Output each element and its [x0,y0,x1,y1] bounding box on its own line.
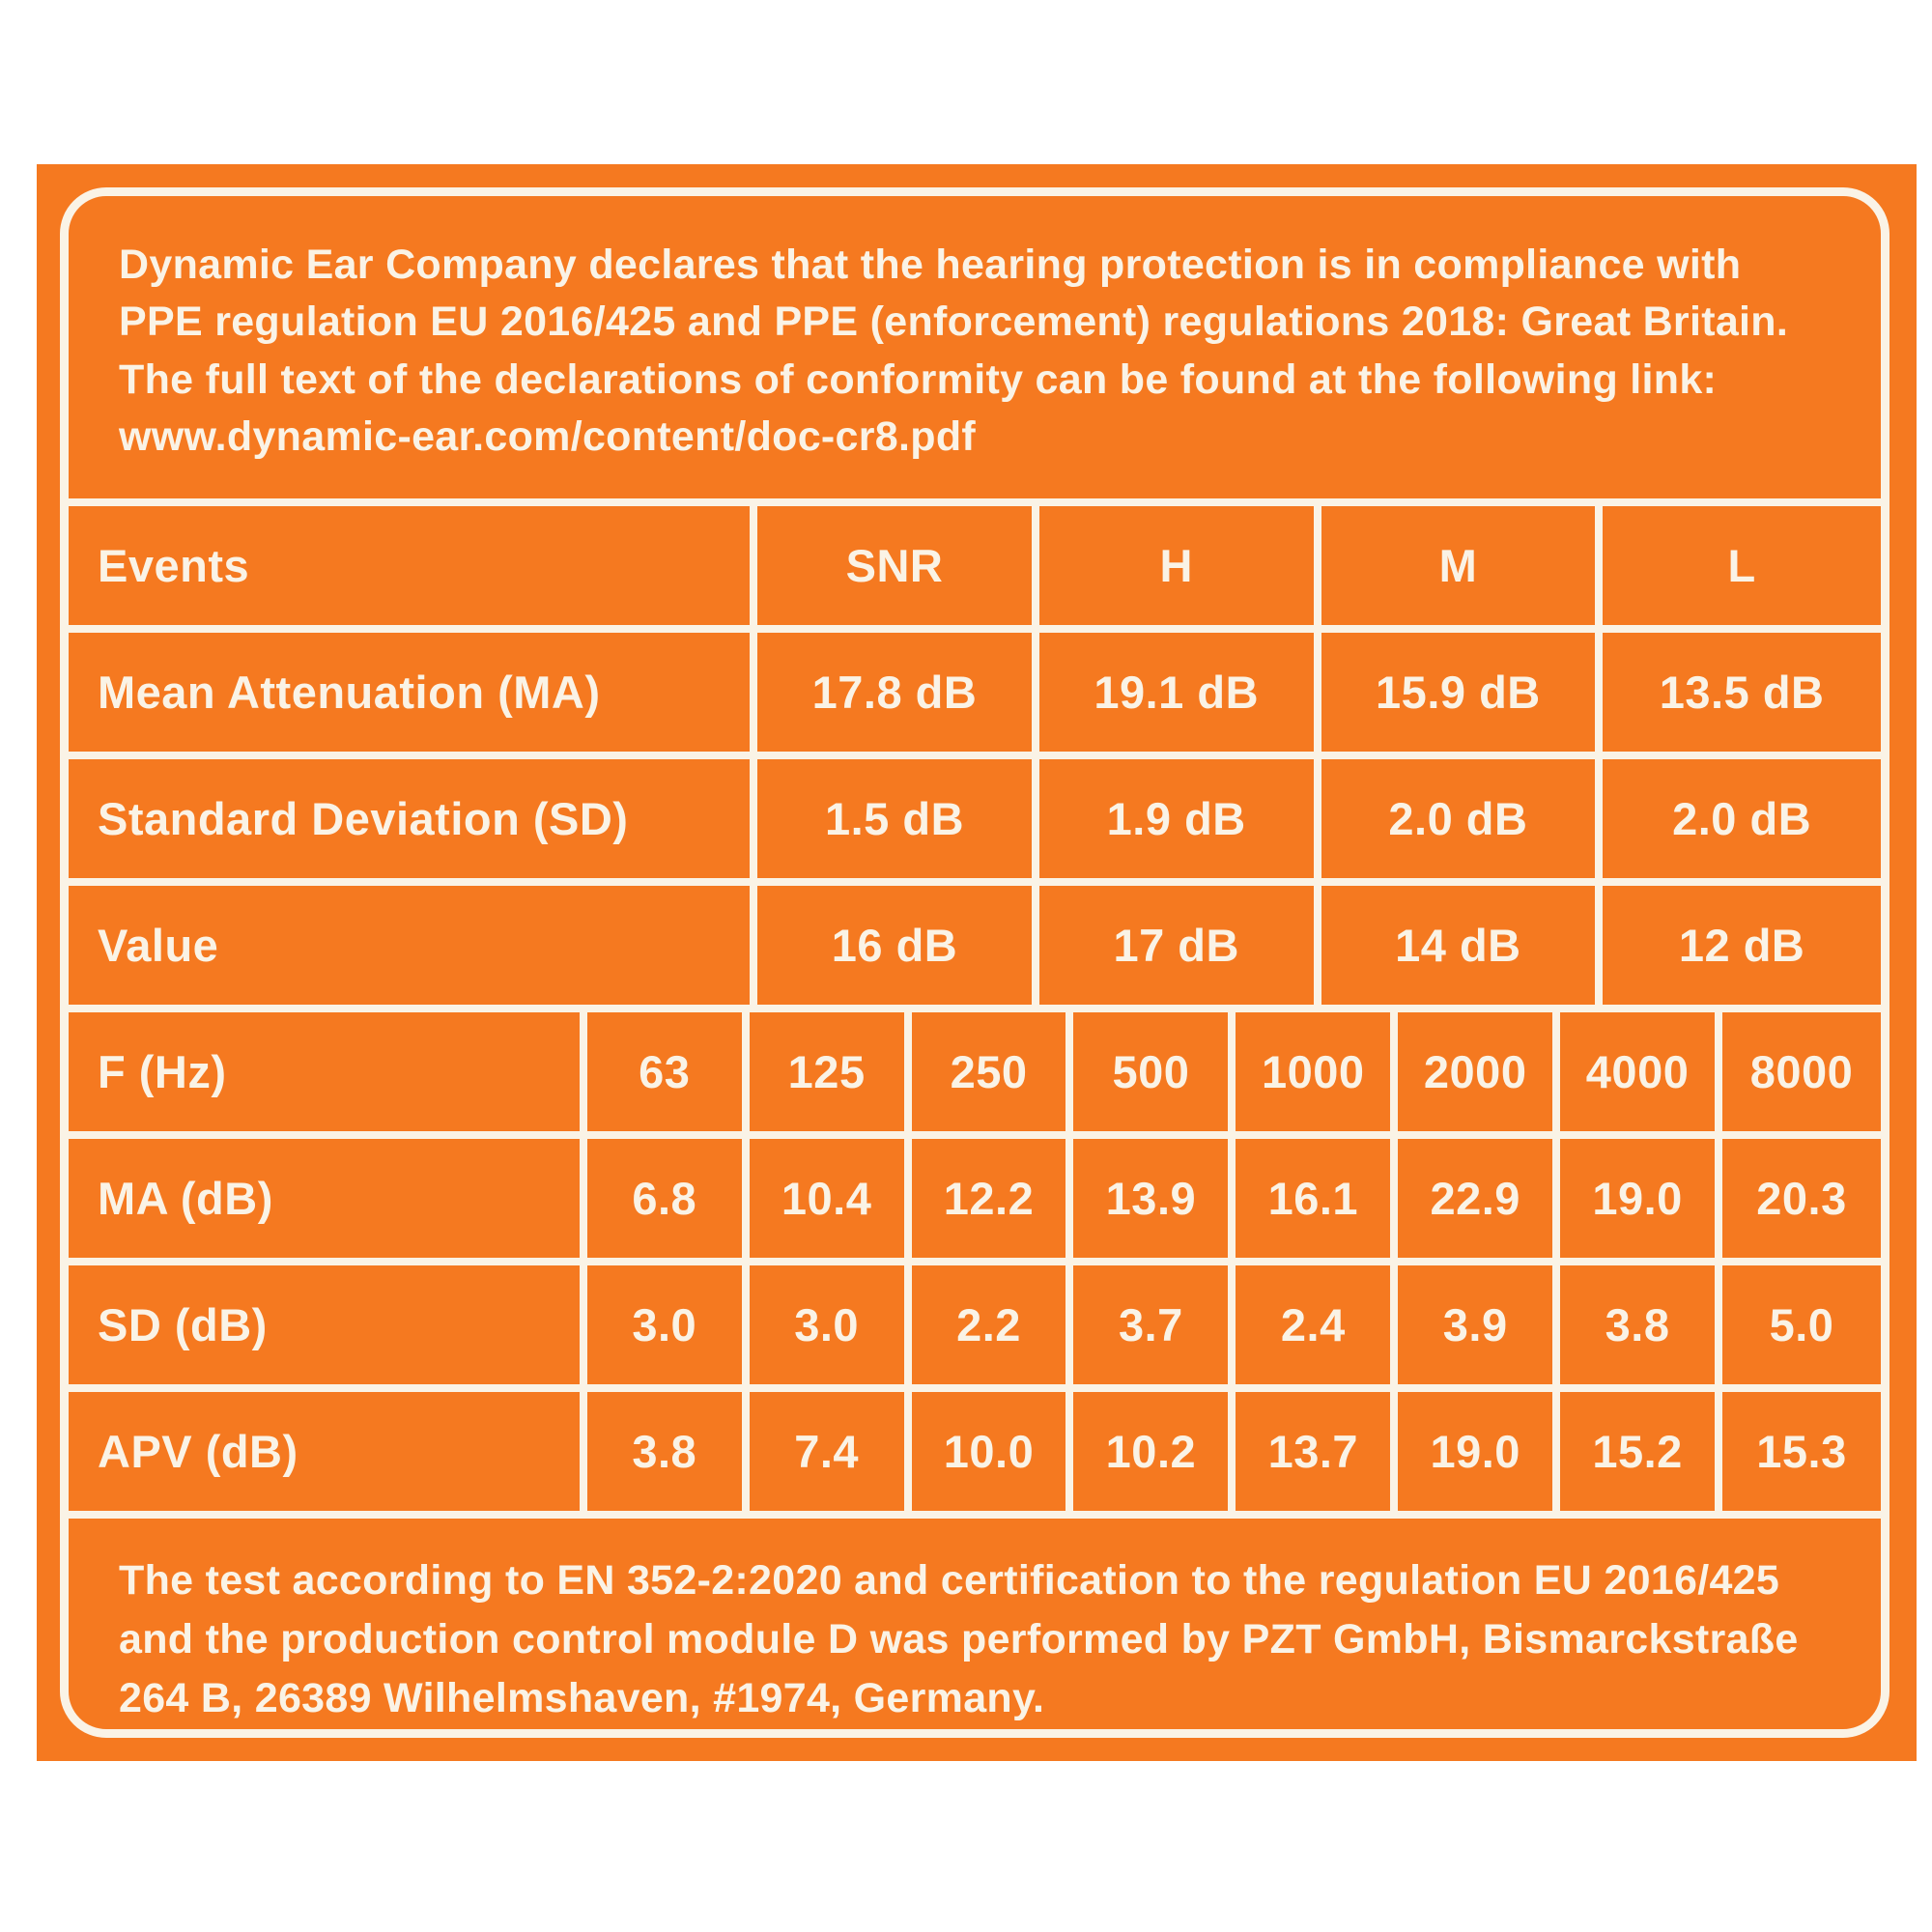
standard-deviation-row: Standard Deviation (SD) 1.5 dB 1.9 dB 2.… [69,752,1881,887]
table-cell: 10.4 [741,1131,912,1266]
table-cell: 15.2 [1552,1384,1723,1520]
frequency-table: F (Hz) 63 125 250 500 1000 2000 4000 800… [69,1005,1881,1520]
events-header-row: Events SNR H M L [69,498,1881,634]
snr-column-header: SNR [750,498,1039,634]
table-cell: 17 dB [1031,878,1321,1013]
events-header-label: Events [69,498,758,634]
table-cell: 1.5 dB [750,752,1039,887]
table-cell: 2.0 dB [1595,752,1881,887]
table-cell: 12 dB [1595,878,1881,1013]
table-cell: 3.9 [1390,1258,1561,1393]
table-cell: 15.3 [1715,1384,1881,1520]
frequency-header-label: F (Hz) [69,1005,587,1140]
table-cell: 3.0 [579,1258,750,1393]
table-cell: 13.7 [1228,1384,1399,1520]
table-cell: 1.9 dB [1031,752,1321,887]
table-cell: 16 dB [750,878,1039,1013]
table-cell: 13.5 dB [1595,625,1881,760]
h-column-header: H [1031,498,1321,634]
m-column-header: M [1313,498,1604,634]
table-cell: 2.4 [1228,1258,1399,1393]
events-table: Events SNR H M L Mean Attenuation (MA) 1… [69,498,1881,1013]
table-cell: 2.0 dB [1313,752,1604,887]
row-label: Value [69,878,758,1013]
table-cell: 10.2 [1065,1384,1236,1520]
table-cell: 3.8 [579,1384,750,1520]
frequency-header-row: F (Hz) 63 125 250 500 1000 2000 4000 800… [69,1005,1881,1140]
declaration-card: Dynamic Ear Company declares that the he… [37,164,1917,1761]
freq-column-header: 2000 [1390,1005,1561,1140]
table-cell: 16.1 [1228,1131,1399,1266]
row-label: Standard Deviation (SD) [69,752,758,887]
table-cell: 10.0 [903,1384,1074,1520]
table-cell: 5.0 [1715,1258,1881,1393]
table-cell: 3.8 [1552,1258,1723,1393]
table-cell: 19.0 [1390,1384,1561,1520]
table-cell: 19.0 [1552,1131,1723,1266]
row-label: MA (dB) [69,1131,587,1266]
table-cell: 15.9 dB [1313,625,1604,760]
row-label: SD (dB) [69,1258,587,1393]
table-cell: 7.4 [741,1384,912,1520]
row-label: Mean Attenuation (MA) [69,625,758,760]
table-cell: 6.8 [579,1131,750,1266]
table-cell: 17.8 dB [750,625,1039,760]
l-column-header: L [1595,498,1881,634]
table-cell: 19.1 dB [1031,625,1321,760]
mean-attenuation-row: Mean Attenuation (MA) 17.8 dB 19.1 dB 15… [69,625,1881,760]
table-cell: 14 dB [1313,878,1604,1013]
table-cell: 22.9 [1390,1131,1561,1266]
ma-db-row: MA (dB) 6.8 10.4 12.2 13.9 16.1 22.9 19.… [69,1131,1881,1266]
freq-column-header: 125 [741,1005,912,1140]
apv-db-row: APV (dB) 3.8 7.4 10.0 10.2 13.7 19.0 15.… [69,1384,1881,1520]
freq-column-header: 1000 [1228,1005,1399,1140]
table-cell: 2.2 [903,1258,1074,1393]
test-certification-text: The test according to EN 352-2:2020 and … [119,1557,1799,1722]
row-label: APV (dB) [69,1384,587,1520]
freq-column-header: 4000 [1552,1005,1723,1140]
card-rounded-border: Dynamic Ear Company declares that the he… [60,187,1889,1738]
compliance-declaration-text: Dynamic Ear Company declares that the he… [119,242,1789,460]
freq-column-header: 63 [579,1005,750,1140]
sd-db-row: SD (dB) 3.0 3.0 2.2 3.7 2.4 3.9 3.8 5.0 [69,1258,1881,1393]
value-row: Value 16 dB 17 dB 14 dB 12 dB [69,878,1881,1013]
table-cell: 3.0 [741,1258,912,1393]
freq-column-header: 250 [903,1005,1074,1140]
table-cell: 20.3 [1715,1131,1881,1266]
table-cell: 12.2 [903,1131,1074,1266]
freq-column-header: 500 [1065,1005,1236,1140]
table-cell: 13.9 [1065,1131,1236,1266]
freq-column-header: 8000 [1715,1005,1881,1140]
table-cell: 3.7 [1065,1258,1236,1393]
